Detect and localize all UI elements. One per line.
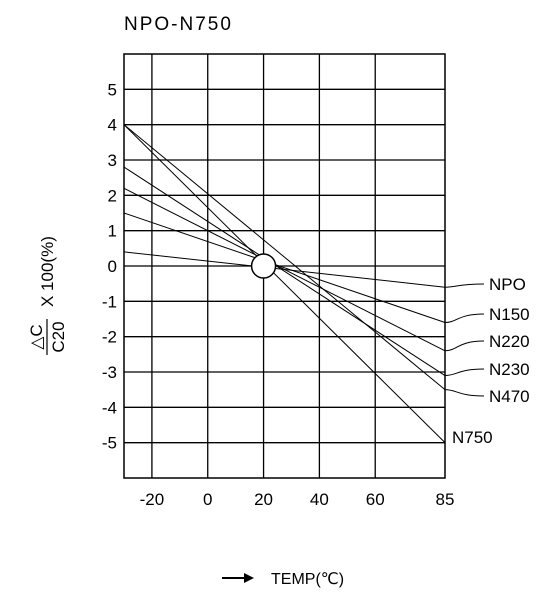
x-tick-label: 40	[310, 490, 329, 509]
x-axis-label-text: TEMP(℃)	[271, 571, 344, 588]
x-tick-label: 85	[436, 490, 455, 509]
x-axis-label: TEMP(℃)	[222, 571, 344, 588]
series-line-n220	[123, 187, 446, 352]
series-label-npo: NPO	[489, 275, 526, 294]
x-tick-label: 0	[203, 490, 212, 509]
series-labels: NPO N150 N220 N230 N470 N750	[444, 275, 530, 447]
series-line-n750	[123, 124, 446, 444]
x-tick-label: 60	[366, 490, 385, 509]
y-tick-label: 1	[108, 222, 117, 241]
series-label-n220: N220	[489, 332, 530, 351]
y-axis-label-delta: △C	[27, 324, 46, 349]
arrow-head-icon	[244, 573, 254, 583]
y-tick-label: 5	[108, 80, 117, 99]
series-leader-n150	[444, 313, 485, 324]
y-tick-label: -4	[102, 398, 117, 417]
y-tick-label: 3	[108, 151, 117, 170]
y-tick-label: 4	[108, 116, 117, 135]
series-label-n230: N230	[489, 360, 530, 379]
grid	[124, 54, 445, 478]
series-line-n470	[123, 124, 446, 391]
y-tick-label: -3	[102, 363, 117, 382]
y-tick-labels: 5 4 3 2 1 0 -1 -2 -3 -4 -5	[102, 80, 117, 452]
y-tick-label: 2	[108, 186, 117, 205]
x-tick-label: -20	[140, 490, 165, 509]
series-line-n150	[123, 212, 446, 324]
series-leader-n220	[444, 340, 485, 352]
series-line-n230	[123, 166, 446, 376]
series-label-n150: N150	[489, 305, 530, 324]
y-axis-label: △C C20 X 100(%)	[27, 236, 68, 355]
y-tick-label: -2	[102, 328, 117, 347]
series-leader-n470	[444, 389, 485, 397]
y-tick-label: 0	[108, 257, 117, 276]
y-tick-label: -5	[102, 434, 117, 453]
series-leader-npo	[444, 283, 485, 288]
x-tick-label: 20	[254, 490, 273, 509]
x-tick-labels: -20 0 20 40 60 85	[140, 490, 455, 509]
series-lines	[123, 124, 446, 444]
chart-title: NPO-N750	[124, 14, 233, 35]
y-axis-label-suffix: X 100(%)	[38, 236, 57, 307]
series-leader-n230	[444, 368, 485, 377]
series-label-n470: N470	[489, 387, 530, 406]
y-tick-label: -1	[102, 292, 117, 311]
y-axis-label-denominator: C20	[49, 321, 68, 352]
series-label-n750: N750	[452, 428, 493, 447]
reference-point-marker	[250, 253, 277, 279]
